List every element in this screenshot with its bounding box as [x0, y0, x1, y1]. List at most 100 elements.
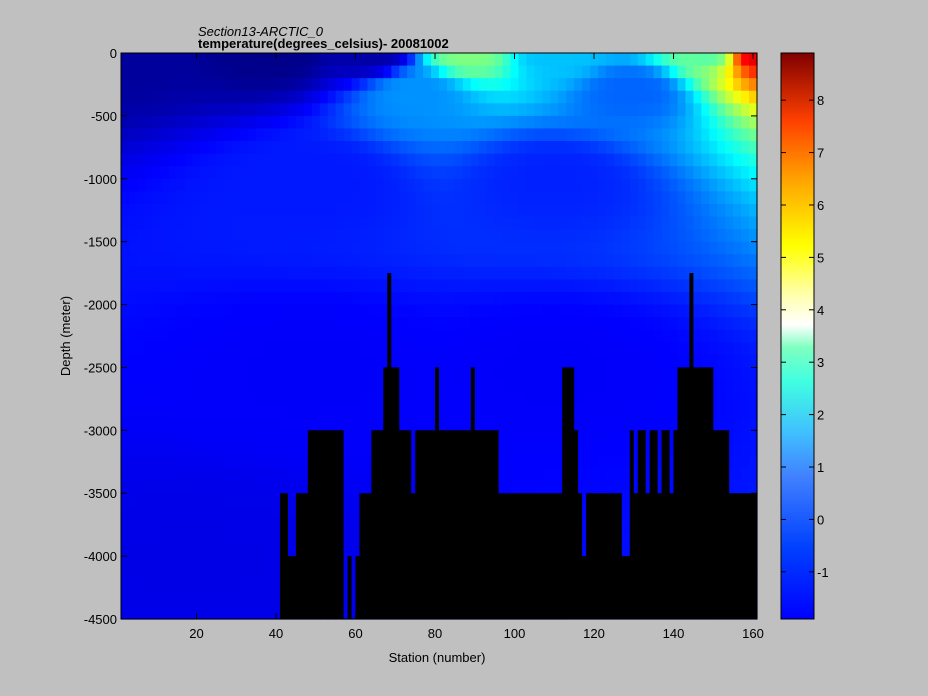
field-cell: [621, 53, 631, 67]
field-cell: [264, 342, 273, 356]
field-cell: [335, 367, 345, 381]
field-cell: [343, 392, 353, 406]
field-cell: [192, 65, 202, 79]
field-cell: [287, 53, 297, 67]
field-cell: [184, 153, 194, 167]
field-cell: [415, 392, 424, 406]
colorbar-gradient: [780, 52, 815, 620]
field-cell: [439, 266, 448, 280]
field-cell: [335, 103, 345, 117]
field-cell: [534, 229, 543, 243]
field-cell: [407, 103, 416, 117]
field-cell: [518, 405, 528, 419]
field-cell: [327, 203, 337, 218]
field-cell: [637, 354, 647, 369]
field-cell: [248, 229, 257, 243]
field-cell: [526, 442, 535, 457]
field-cell: [287, 317, 297, 331]
field-cell: [160, 304, 170, 318]
field-cell: [598, 241, 607, 255]
field-cell: [128, 405, 138, 419]
field-cell: [741, 354, 750, 369]
field-cell: [136, 606, 146, 620]
field-cell: [645, 229, 655, 243]
field-cell: [136, 468, 146, 482]
field-cell: [653, 78, 663, 92]
field-cell: [431, 291, 440, 306]
field-cell: [725, 65, 734, 79]
field-cell: [240, 354, 249, 369]
field-cell: [232, 442, 241, 457]
field-cell: [494, 304, 504, 318]
field-cell: [462, 166, 472, 180]
field-cell: [749, 153, 758, 167]
field-cell: [407, 216, 416, 230]
field-cell: [470, 203, 480, 218]
field-cell: [605, 90, 615, 104]
field-cell: [351, 128, 361, 142]
field-cell: [526, 53, 535, 67]
field-cell: [168, 380, 178, 394]
field-cell: [248, 317, 257, 331]
field-cell: [121, 141, 130, 155]
field-cell: [359, 417, 369, 431]
field-cell: [121, 241, 130, 255]
field-cell: [184, 241, 194, 255]
field-cell: [709, 216, 718, 230]
field-cell: [121, 65, 130, 79]
field-cell: [415, 128, 424, 142]
field-cell: [256, 380, 265, 394]
field-cell: [160, 530, 170, 545]
field-cell: [264, 354, 273, 369]
field-cell: [232, 53, 241, 67]
field-cell: [605, 115, 615, 130]
field-cell: [399, 191, 408, 205]
field-cell: [510, 178, 520, 192]
field-cell: [590, 480, 599, 494]
field-cell: [208, 78, 217, 92]
field-cell: [677, 115, 687, 130]
field-cell: [749, 178, 758, 192]
field-cell: [462, 304, 472, 318]
field-cell: [335, 329, 345, 343]
field-cell: [526, 153, 535, 167]
field-cell: [558, 216, 567, 230]
field-cell: [725, 367, 734, 381]
field-cell: [192, 530, 202, 545]
field-cell: [375, 291, 384, 306]
field-cell: [256, 518, 265, 532]
field-cell: [121, 568, 130, 582]
field-cell: [725, 442, 734, 457]
field-cell: [741, 78, 750, 92]
field-cell: [741, 468, 750, 482]
field-cell: [510, 430, 520, 444]
field-cell: [478, 141, 488, 155]
field-cell: [478, 317, 488, 331]
field-cell: [256, 455, 265, 469]
field-cell: [176, 90, 186, 104]
field-cell: [526, 455, 535, 469]
field-cell: [287, 543, 297, 557]
field-cell: [280, 430, 289, 444]
field-cell: [598, 266, 607, 280]
field-cell: [478, 153, 488, 167]
field-cell: [208, 493, 217, 507]
field-cell: [415, 279, 424, 293]
field-cell: [264, 405, 273, 419]
field-cell: [176, 317, 186, 331]
field-cell: [669, 216, 679, 230]
field-cell: [725, 115, 734, 130]
field-cell: [510, 468, 520, 482]
field-cell: [375, 380, 384, 394]
field-cell: [319, 417, 329, 431]
field-cell: [343, 216, 353, 230]
field-cell: [152, 543, 162, 557]
field-cell: [462, 141, 472, 155]
field-cell: [494, 178, 504, 192]
field-cell: [264, 128, 273, 142]
field-cell: [287, 254, 297, 268]
field-cell: [232, 342, 241, 356]
field-cell: [598, 442, 607, 457]
field-cell: [160, 65, 170, 79]
field-cell: [192, 90, 202, 104]
